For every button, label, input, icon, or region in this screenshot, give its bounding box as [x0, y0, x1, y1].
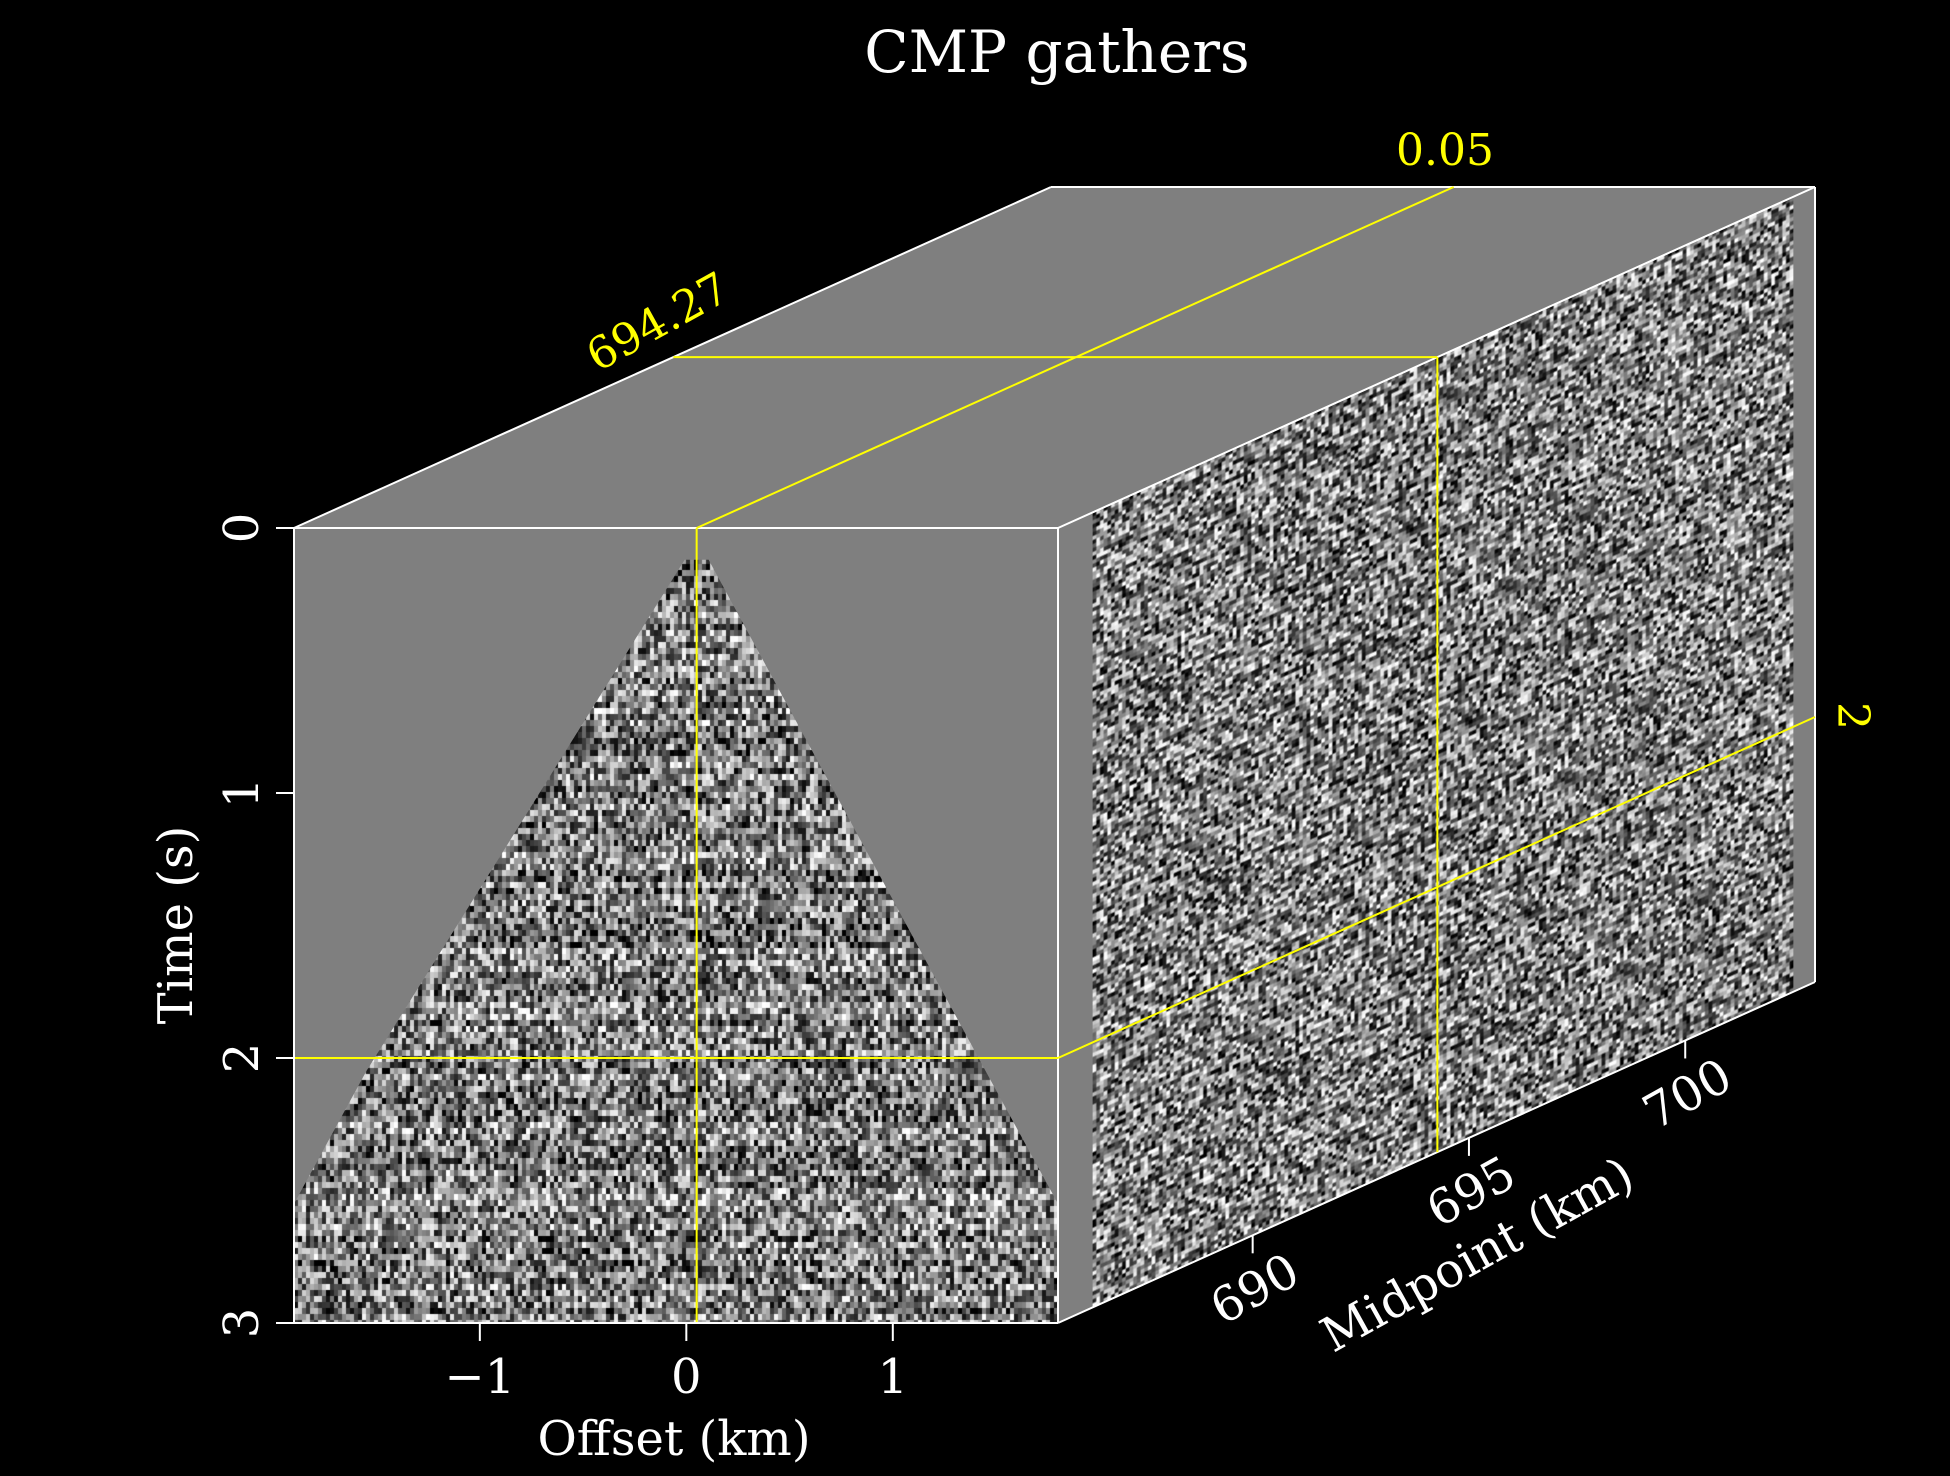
cube-edge [1057, 981, 1816, 1324]
cube-edges [293, 186, 1816, 1324]
offset-tick-label: 1 [878, 1349, 909, 1405]
offset-tick-label: −1 [444, 1349, 515, 1405]
cube-edge [293, 186, 1052, 529]
front-face-panel [294, 528, 1058, 1323]
time-tick-label: 2 [214, 1043, 270, 1074]
offset-axis-label: Offset (km) [537, 1411, 810, 1467]
chart-title: CMP gathers [864, 18, 1249, 86]
offset-tick-label: 0 [671, 1349, 702, 1405]
time-axis: Time (s) 0 1 2 3 [148, 513, 295, 1339]
cursor-lines [294, 186, 1816, 1323]
time-tick-label: 3 [214, 1308, 270, 1339]
time-axis-label: Time (s) [148, 826, 204, 1025]
time-tick-label: 1 [214, 778, 270, 809]
cursor-offset-label: 0.05 [1396, 125, 1494, 176]
offset-axis: Offset (km) −1 0 1 [294, 1322, 1058, 1467]
cursor-time-label: 2 [1827, 702, 1878, 730]
time-tick-label: 0 [214, 513, 270, 544]
